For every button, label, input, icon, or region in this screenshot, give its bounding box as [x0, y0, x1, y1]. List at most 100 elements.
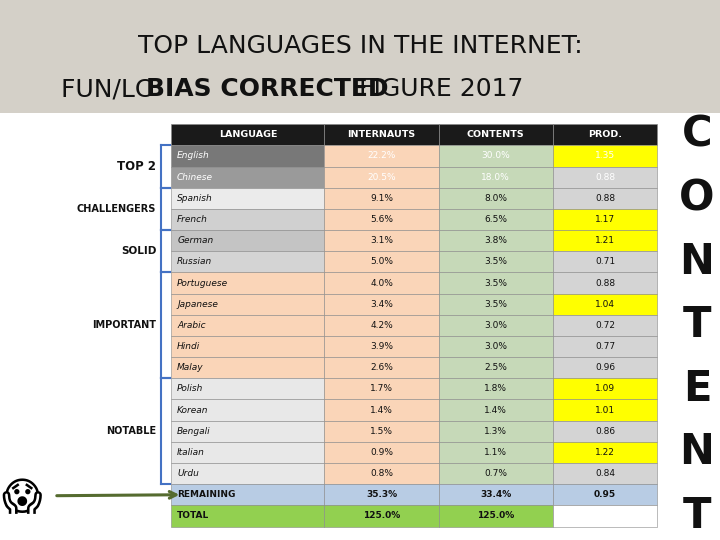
- Bar: [325, 357, 438, 379]
- Bar: [325, 400, 438, 421]
- Text: 1.09: 1.09: [595, 384, 615, 393]
- Bar: [171, 124, 325, 145]
- Text: LANGUAGE: LANGUAGE: [219, 130, 277, 139]
- Bar: [553, 442, 657, 463]
- Text: IMPORTANT: IMPORTANT: [92, 320, 156, 330]
- Text: 0.86: 0.86: [595, 427, 615, 436]
- Bar: [438, 421, 553, 442]
- Text: E: E: [683, 368, 711, 410]
- Text: SOLID: SOLID: [121, 246, 156, 256]
- Bar: [171, 294, 325, 315]
- Bar: [171, 251, 325, 272]
- Bar: [171, 463, 325, 484]
- Bar: [171, 442, 325, 463]
- Text: 3.1%: 3.1%: [370, 236, 393, 245]
- Bar: [553, 188, 657, 209]
- Text: Urdu: Urdu: [177, 469, 199, 478]
- Text: Chinese: Chinese: [177, 173, 213, 181]
- Bar: [438, 230, 553, 251]
- Text: Bengali: Bengali: [177, 427, 211, 436]
- Text: TOP 2: TOP 2: [117, 160, 156, 173]
- Text: 2.6%: 2.6%: [370, 363, 393, 372]
- Bar: [325, 251, 438, 272]
- Text: 3.8%: 3.8%: [485, 236, 508, 245]
- Text: 4.0%: 4.0%: [370, 279, 393, 287]
- Text: Arabic: Arabic: [177, 321, 206, 330]
- Bar: [438, 442, 553, 463]
- Text: 1.17: 1.17: [595, 215, 615, 224]
- Bar: [553, 166, 657, 188]
- Text: 0.84: 0.84: [595, 469, 615, 478]
- Text: 1.3%: 1.3%: [485, 427, 508, 436]
- Bar: [438, 336, 553, 357]
- Text: Malay: Malay: [177, 363, 204, 372]
- Text: 2.5%: 2.5%: [485, 363, 507, 372]
- Text: INTERNAUTS: INTERNAUTS: [348, 130, 415, 139]
- Text: 1.01: 1.01: [595, 406, 615, 415]
- Bar: [438, 400, 553, 421]
- Bar: [171, 315, 325, 336]
- Bar: [171, 484, 325, 505]
- Bar: [325, 336, 438, 357]
- Text: 125.0%: 125.0%: [477, 511, 514, 521]
- Text: 0.71: 0.71: [595, 258, 615, 266]
- Text: Japanese: Japanese: [177, 300, 218, 309]
- Text: 3.0%: 3.0%: [485, 321, 508, 330]
- Text: 1.4%: 1.4%: [485, 406, 507, 415]
- Text: 3.5%: 3.5%: [485, 300, 508, 309]
- Text: 3.0%: 3.0%: [485, 342, 508, 351]
- Bar: [438, 124, 553, 145]
- Text: FIGURE 2017: FIGURE 2017: [351, 77, 523, 101]
- Bar: [171, 188, 325, 209]
- Text: Polish: Polish: [177, 384, 204, 393]
- Text: 30.0%: 30.0%: [482, 151, 510, 160]
- Bar: [325, 315, 438, 336]
- Text: C: C: [682, 114, 712, 156]
- Text: 3.4%: 3.4%: [370, 300, 393, 309]
- Bar: [553, 145, 657, 166]
- Bar: [553, 505, 657, 526]
- Bar: [325, 272, 438, 294]
- Text: 8.0%: 8.0%: [485, 194, 508, 203]
- Text: 1.21: 1.21: [595, 236, 615, 245]
- Text: 4.2%: 4.2%: [370, 321, 393, 330]
- Bar: [438, 484, 553, 505]
- Text: 3.9%: 3.9%: [370, 342, 393, 351]
- Bar: [325, 230, 438, 251]
- Text: 0.72: 0.72: [595, 321, 615, 330]
- Bar: [325, 209, 438, 230]
- Bar: [553, 294, 657, 315]
- Bar: [438, 463, 553, 484]
- Bar: [171, 505, 325, 526]
- Text: 33.4%: 33.4%: [480, 490, 511, 500]
- Bar: [438, 294, 553, 315]
- Text: 1.4%: 1.4%: [370, 406, 393, 415]
- Bar: [553, 209, 657, 230]
- Bar: [171, 379, 325, 400]
- Bar: [325, 505, 438, 526]
- Bar: [438, 209, 553, 230]
- Bar: [553, 484, 657, 505]
- Text: 0.77: 0.77: [595, 342, 615, 351]
- Bar: [171, 400, 325, 421]
- Text: 35.3%: 35.3%: [366, 490, 397, 500]
- Bar: [553, 124, 657, 145]
- Text: 20.5%: 20.5%: [367, 173, 396, 181]
- Bar: [553, 272, 657, 294]
- Text: 1.04: 1.04: [595, 300, 615, 309]
- Text: 3.5%: 3.5%: [485, 258, 508, 266]
- Text: 0.88: 0.88: [595, 194, 615, 203]
- Bar: [553, 251, 657, 272]
- Text: French: French: [177, 215, 208, 224]
- Bar: [325, 463, 438, 484]
- Bar: [438, 145, 553, 166]
- Bar: [553, 230, 657, 251]
- Text: N: N: [680, 431, 714, 474]
- Text: TOP LANGUAGES IN THE INTERNET:: TOP LANGUAGES IN THE INTERNET:: [138, 34, 582, 58]
- Bar: [553, 463, 657, 484]
- Text: 5.6%: 5.6%: [370, 215, 393, 224]
- Text: Russian: Russian: [177, 258, 212, 266]
- Bar: [171, 272, 325, 294]
- Bar: [171, 421, 325, 442]
- Bar: [438, 315, 553, 336]
